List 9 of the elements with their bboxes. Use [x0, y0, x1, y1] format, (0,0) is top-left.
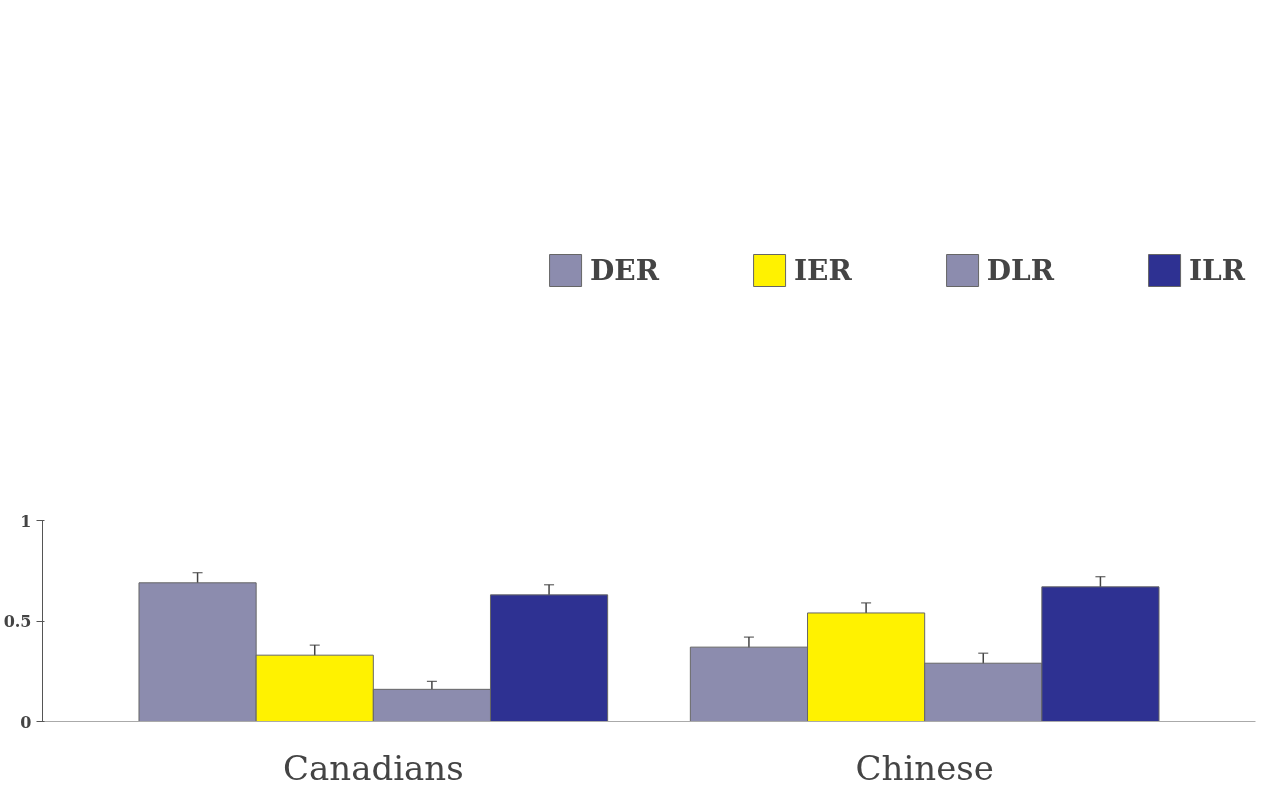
x-tick-label: Chinese	[855, 747, 994, 788]
x-tick-label: Canadians	[282, 747, 464, 788]
y-tick-label: 0	[20, 712, 32, 732]
y-tick-label: 1	[20, 511, 32, 531]
legend-label: DER	[590, 253, 659, 287]
legend-label: IER	[793, 253, 852, 287]
legend-label: ILR	[1188, 253, 1245, 287]
legend-label: DLR	[986, 253, 1054, 287]
y-tick-label: 0.5	[3, 612, 32, 631]
